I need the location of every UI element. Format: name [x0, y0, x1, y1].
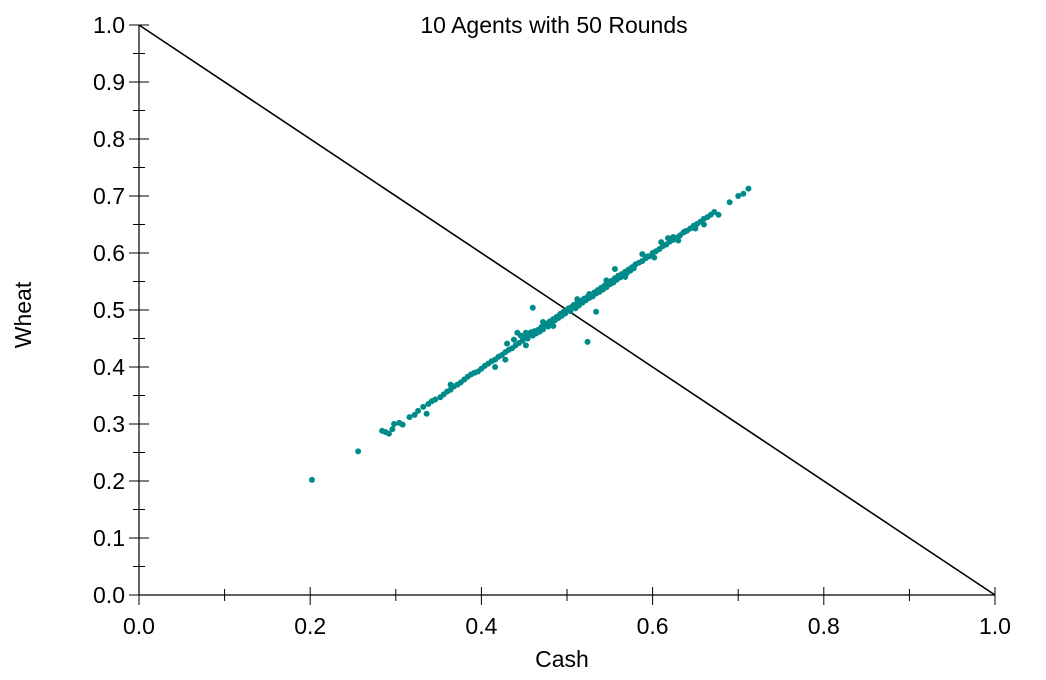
x-axis-label: Cash — [535, 646, 589, 672]
data-point — [510, 336, 517, 343]
x-tick-label: 0.2 — [294, 613, 326, 639]
data-point — [574, 296, 581, 303]
data-point — [492, 364, 499, 370]
data-point — [504, 340, 511, 347]
data-point — [420, 403, 427, 410]
data-point — [593, 308, 600, 315]
data-point — [611, 265, 618, 272]
y-tick-label: 0.3 — [93, 411, 125, 437]
data-point — [658, 239, 665, 246]
y-tick-label: 1.0 — [93, 12, 125, 38]
data-point — [391, 421, 398, 427]
data-point — [411, 411, 418, 418]
data-point — [567, 308, 574, 315]
data-point — [726, 199, 733, 206]
x-tick-label: 0.4 — [465, 613, 497, 639]
axes: 0.0 0.2 0.4 0.6 0.8 1.0 0.0 0.1 0.2 0.3 0.4 0.5 0.6 0… — [93, 12, 1011, 639]
data-point — [603, 277, 610, 284]
data-point — [432, 396, 439, 403]
data-point — [355, 448, 362, 455]
data-point — [423, 410, 430, 417]
data-point — [740, 190, 747, 197]
data-point — [586, 291, 593, 298]
data-point — [522, 342, 529, 349]
y-tick-label: 0.2 — [93, 468, 125, 494]
data-point — [529, 304, 536, 311]
y-tick-label: 0.9 — [93, 69, 125, 95]
data-point — [399, 421, 406, 428]
data-point — [502, 356, 509, 363]
data-point — [385, 430, 392, 437]
data-point — [447, 381, 454, 388]
data-point — [415, 407, 422, 414]
y-tick-label: 0.8 — [93, 126, 125, 152]
data-point — [692, 225, 699, 232]
data-point — [644, 253, 651, 260]
data-point — [715, 211, 722, 218]
chart-title: 10 Agents with 50 Rounds — [420, 12, 687, 38]
x-tick-label: 0.0 — [123, 613, 155, 639]
x-tick-label: 0.8 — [808, 613, 840, 639]
data-point — [540, 318, 547, 325]
y-tick-label: 0.1 — [93, 525, 125, 551]
data-point — [308, 476, 315, 483]
data-point — [745, 185, 752, 192]
data-point — [735, 193, 742, 199]
y-tick-label: 0.0 — [93, 582, 125, 608]
y-axis-label: Wheat — [10, 281, 36, 348]
y-tick-label: 0.7 — [93, 183, 125, 209]
y-tick-label: 0.5 — [93, 297, 125, 323]
data-point — [682, 228, 689, 235]
data-point — [665, 235, 672, 242]
y-tick-label: 0.6 — [93, 240, 125, 266]
data-point — [524, 335, 531, 342]
data-point — [584, 338, 591, 345]
x-tick-label: 0.6 — [637, 613, 669, 639]
data-point — [550, 322, 557, 329]
data-point — [711, 208, 718, 215]
data-point — [629, 264, 636, 271]
data-point — [675, 237, 682, 244]
points-layer — [308, 185, 752, 483]
data-point — [622, 273, 629, 280]
data-point — [406, 414, 413, 421]
x-tick-label: 1.0 — [979, 613, 1011, 639]
data-point — [670, 234, 677, 241]
y-tick-label: 0.4 — [93, 354, 125, 380]
data-point — [700, 221, 707, 228]
data-point — [389, 426, 396, 433]
data-point — [651, 254, 658, 261]
data-point — [639, 251, 646, 258]
